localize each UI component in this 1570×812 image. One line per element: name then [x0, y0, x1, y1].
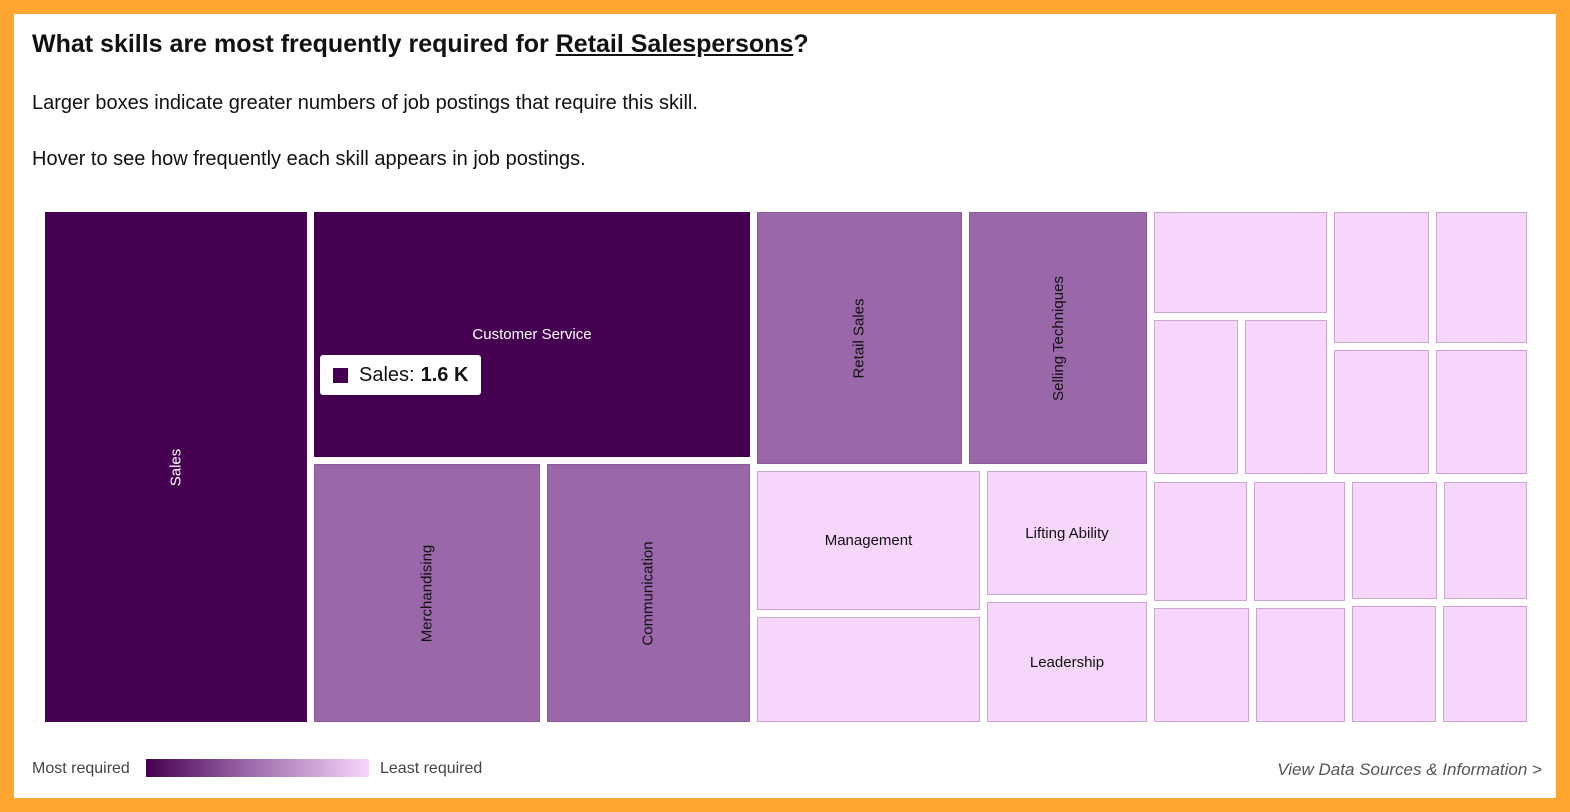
skill-tile[interactable] — [1154, 212, 1327, 313]
legend-least-label: Least required — [380, 760, 483, 777]
skill-tile[interactable] — [1154, 320, 1238, 474]
page-title: What skills are most frequently required… — [32, 30, 809, 59]
description-text: Larger boxes indicate greater numbers of… — [32, 92, 698, 114]
skill-tile[interactable] — [1154, 608, 1249, 722]
skill-tile[interactable] — [1436, 350, 1527, 474]
skill-tile[interactable] — [1443, 606, 1527, 722]
skills-treemap: Sales Customer Service Merchandising Commun… — [45, 212, 1527, 722]
skill-tile-label: Sales — [167, 448, 185, 486]
tooltip-value: 1.6 K — [420, 363, 469, 386]
skill-tile[interactable] — [1352, 482, 1437, 599]
skill-tile-label: Customer Service — [472, 326, 592, 343]
legend-gradient-bar — [146, 759, 369, 777]
skill-tile-customer-service[interactable]: Customer Service — [314, 212, 750, 457]
tooltip-label: Sales: — [359, 363, 415, 386]
skill-tile[interactable] — [1334, 350, 1429, 474]
title-prefix: What skills are most frequently required… — [32, 30, 556, 58]
skill-tile[interactable] — [1436, 212, 1527, 343]
skill-tile[interactable] — [1256, 608, 1345, 722]
hover-hint-text: Hover to see how frequently each skill a… — [32, 148, 586, 170]
skill-tile[interactable] — [1352, 606, 1436, 722]
skill-tile-retail-sales[interactable]: Retail Sales — [757, 212, 962, 464]
skill-tile[interactable] — [1245, 320, 1327, 474]
skill-tile-label: Merchandising — [418, 544, 436, 642]
skill-tile-label: Selling Techniques — [1049, 275, 1067, 401]
skill-tile-selling-techniques[interactable]: Selling Techniques — [969, 212, 1147, 464]
skill-tile-label: Management — [824, 532, 913, 549]
skill-tile[interactable] — [757, 617, 980, 722]
skill-tile-label: Communication — [640, 540, 657, 646]
tooltip-swatch — [333, 367, 348, 383]
occupation-link[interactable]: Retail Salespersons — [555, 30, 794, 58]
skill-tile[interactable] — [1334, 212, 1429, 343]
skill-tile-lifting-ability[interactable]: Lifting Ability — [987, 471, 1147, 595]
skill-tile-leadership[interactable]: Leadership — [987, 602, 1147, 722]
skill-tile[interactable] — [1444, 482, 1527, 599]
skill-tile[interactable] — [1254, 482, 1345, 601]
view-data-sources-link[interactable]: View Data Sources & Information > — [1277, 760, 1542, 779]
skill-tile-sales[interactable]: Sales — [45, 212, 307, 722]
skill-tile-label: Leadership — [1029, 653, 1105, 671]
skill-tile[interactable] — [1154, 482, 1247, 601]
title-suffix: ? — [793, 30, 809, 58]
skill-tile-label: Lifting Ability — [1025, 524, 1109, 542]
skill-tile-communication[interactable]: Communication — [547, 464, 750, 722]
skill-tile-label: Retail Sales — [850, 297, 868, 379]
skill-tile-management[interactable]: Management — [757, 471, 980, 610]
skill-tile-merchandising[interactable]: Merchandising — [314, 464, 540, 722]
legend-most-label: Most required — [32, 760, 130, 777]
hover-tooltip: Sales: 1.6 K — [320, 355, 482, 395]
